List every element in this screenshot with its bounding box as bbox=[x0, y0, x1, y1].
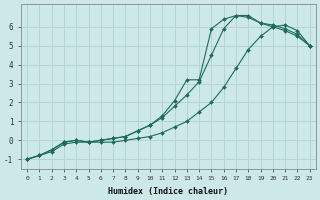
X-axis label: Humidex (Indice chaleur): Humidex (Indice chaleur) bbox=[108, 187, 228, 196]
